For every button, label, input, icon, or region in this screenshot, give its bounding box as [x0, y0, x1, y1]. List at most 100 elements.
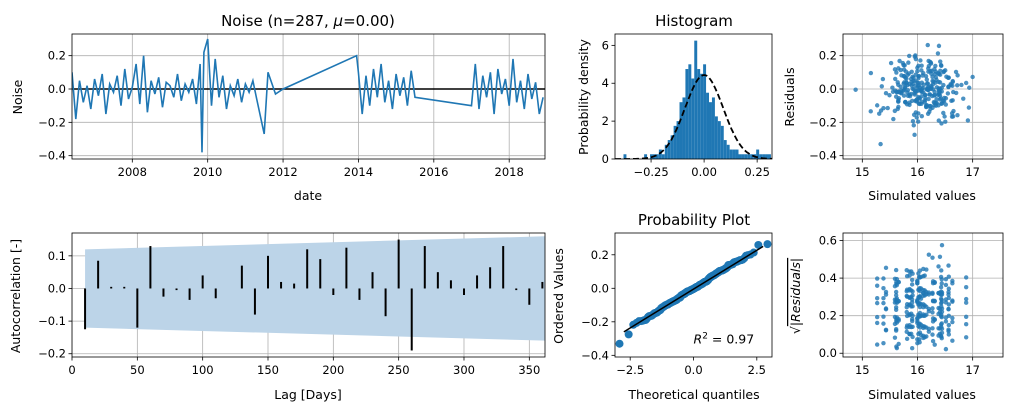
- sqrt-residuals-point: [921, 312, 926, 317]
- histogram-bar: [664, 144, 668, 159]
- sqrt-residuals-point: [926, 308, 932, 314]
- sqrt-residuals-point: [883, 306, 889, 311]
- probability-plot-ytick-label-0: −0.4: [581, 348, 609, 362]
- sqrt-residuals-point: [963, 296, 969, 302]
- residuals-point: [917, 95, 922, 101]
- histogram-ytick-label-1: 2: [602, 114, 609, 128]
- residuals-point: [901, 73, 907, 79]
- histogram-bar: [767, 154, 771, 159]
- sqrt-residuals-xtick-label-0: 15: [855, 363, 870, 377]
- sqrt-residuals-point: [950, 281, 955, 286]
- autocorrelation-xtick-label-1: 50: [130, 363, 145, 377]
- probability-plot-data-layer: [615, 240, 772, 348]
- residuals-point: [879, 84, 884, 89]
- sqrt-residuals-point: [939, 243, 945, 248]
- residuals-point: [941, 110, 946, 116]
- residuals-point: [936, 43, 942, 49]
- residuals-point: [924, 77, 930, 82]
- probability-plot-point: [754, 240, 763, 249]
- residuals-point: [937, 93, 943, 98]
- sqrt-residuals-ytick-label-2: 0.4: [819, 271, 837, 285]
- autocorrelation-xtick-label-6: 300: [453, 363, 475, 377]
- sqrt-residuals-ylabel: √|Residuals|: [788, 258, 803, 334]
- residuals-point: [902, 63, 907, 68]
- residuals-top-ytick-label-0: −0.4: [809, 149, 837, 163]
- residuals-point: [901, 88, 906, 93]
- residuals-point: [874, 103, 880, 108]
- sqrt-residuals-point: [881, 296, 886, 301]
- autocorrelation-plot-area: 0 50 100 150 200 250 300 350 −0.2 −0.1 0.0 0.1: [38, 232, 546, 377]
- noise-plot-area: 2008 2010 2012 2014 2016 2018 −0.4 −0.2 0.0 0.2: [38, 33, 546, 179]
- sqrt-residuals-point: [893, 305, 899, 310]
- sqrt-residuals-point: [892, 321, 898, 327]
- residuals-point: [907, 53, 912, 59]
- autocorrelation-xtick-label-4: 200: [322, 363, 344, 377]
- residuals-point: [853, 87, 858, 92]
- sqrt-residuals-point: [894, 315, 900, 320]
- histogram-bar: [703, 64, 707, 159]
- residuals-point: [949, 114, 955, 119]
- residuals-point: [943, 102, 948, 107]
- histogram-bar: [691, 78, 695, 159]
- sqrt-residuals-point: [874, 300, 880, 306]
- sqrt-residuals-point: [946, 328, 951, 334]
- sqrt-residuals-point: [915, 318, 920, 324]
- residuals-point: [922, 100, 927, 105]
- histogram-bar: [706, 92, 710, 159]
- sqrt-residuals-point: [881, 340, 886, 346]
- noise-ytick-label-0: −0.4: [38, 149, 66, 163]
- residuals-point: [921, 90, 926, 95]
- residuals-point: [966, 105, 972, 110]
- sqrt-residuals-point: [939, 321, 944, 326]
- residuals-point: [943, 96, 949, 101]
- residuals-point: [915, 119, 921, 124]
- residuals-point: [924, 81, 930, 86]
- sqrt-residuals-point: [939, 277, 944, 282]
- residuals-point: [926, 58, 931, 64]
- probability-plot-fit-line: [623, 245, 764, 333]
- sqrt-residuals-point: [939, 306, 945, 311]
- probability-plot-xlabel: Theoretical quantiles: [627, 387, 759, 402]
- residuals-point: [928, 103, 933, 109]
- sqrt-residuals-point: [915, 280, 920, 286]
- residuals-point: [953, 69, 959, 75]
- sqrt-residuals-point: [921, 291, 926, 296]
- residuals-point: [955, 73, 960, 78]
- sqrt-residuals-point: [939, 268, 944, 273]
- histogram-bar: [726, 144, 730, 159]
- residuals-point: [931, 79, 936, 84]
- residuals-point: [896, 104, 901, 110]
- sqrt-residuals-point: [909, 277, 915, 283]
- sqrt-residuals-point: [963, 321, 969, 327]
- sqrt-residuals-point: [946, 263, 951, 268]
- residuals-point: [918, 58, 923, 63]
- noise-panel: 2008 2010 2012 2014 2016 2018 −0.4 −0.2 0.0 0.2 N…: [10, 12, 546, 203]
- sqrt-residuals-point: [894, 345, 900, 351]
- sqrt-residuals-point: [893, 289, 899, 295]
- residuals-point: [950, 83, 955, 88]
- probability-plot-panel: −2.5 0.0 2.5 −0.4 −0.2 0.0 0.2 R2 = 0.97 Probab…: [551, 211, 773, 402]
- histogram-bar: [759, 154, 763, 159]
- residuals-point: [921, 82, 926, 87]
- probability-plot-ytick-label-1: −0.2: [581, 315, 609, 329]
- residuals-point: [945, 91, 951, 96]
- residuals-point: [934, 96, 939, 102]
- histogram-xtick-label-1: 0.00: [691, 165, 717, 179]
- sqrt-residuals-point: [917, 274, 922, 280]
- residuals-top-frame: [842, 33, 1004, 160]
- autocorrelation-data-layer: [72, 233, 545, 357]
- sqrt-residuals-point: [883, 328, 889, 333]
- sqrt-residuals-point: [950, 319, 955, 325]
- sqrt-residuals-point: [883, 265, 889, 271]
- noise-ylabel: Noise: [10, 79, 25, 114]
- sqrt-residuals-point: [904, 294, 910, 299]
- sqrt-residuals-point: [930, 255, 935, 260]
- residuals-top-xtick-label-1: 16: [910, 165, 925, 179]
- histogram-bar: [756, 149, 760, 159]
- residuals-point: [887, 93, 892, 98]
- residuals-point: [925, 42, 930, 48]
- sqrt-residuals-point: [915, 298, 920, 304]
- residuals-point: [906, 60, 911, 65]
- sqrt-residuals-point: [874, 320, 880, 326]
- residuals-plot-area: 15 16 17 −0.4 −0.2 0.0 0.2: [809, 33, 1004, 179]
